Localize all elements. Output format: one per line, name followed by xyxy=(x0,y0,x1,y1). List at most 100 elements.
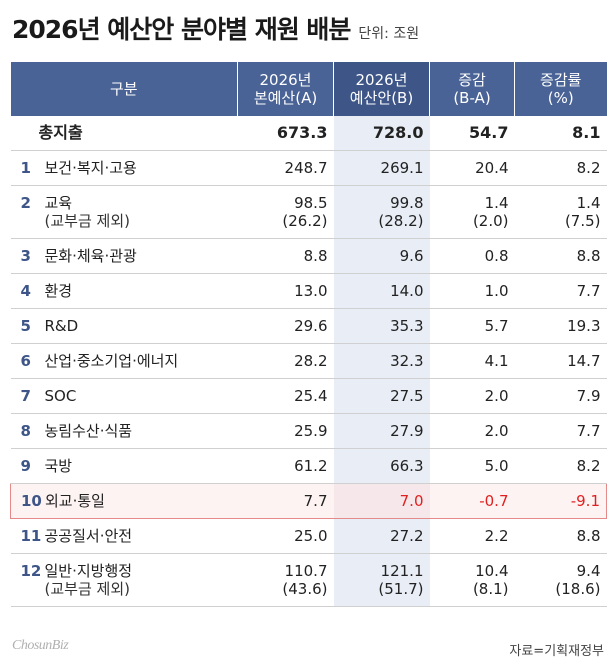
cell-change-value: 10.4 xyxy=(475,562,509,580)
source-note: 자료=기획재정부 xyxy=(509,644,604,659)
row-number: 2 xyxy=(20,194,31,212)
cell-original: 8.8 xyxy=(237,238,334,274)
cell-rate: 8.2 xyxy=(514,150,607,186)
row-name: 10 외교·통일 xyxy=(10,483,238,519)
row-number: 7 xyxy=(20,387,31,405)
cell-original: 248.7 xyxy=(237,150,334,186)
cell-change: 1.0 xyxy=(429,273,515,309)
row-name: 12 일반·지방행정 (교부금 제외) xyxy=(10,553,238,607)
cell-change: 54.7 xyxy=(429,116,515,151)
row-label: 국방 xyxy=(44,457,73,475)
row-number: 1 xyxy=(20,159,31,177)
row-number: 4 xyxy=(20,282,31,300)
cell-proposed: 9.6 xyxy=(333,238,430,274)
cell-rate: 1.4 (7.5) xyxy=(514,185,607,239)
cell-proposed: 27.5 xyxy=(333,378,430,414)
unit-label: 단위: 조원 xyxy=(358,26,420,42)
row-sub-label: (교부금 제외) xyxy=(44,212,130,230)
cell-original: 25.0 xyxy=(237,518,334,554)
cell-rate: 8.8 xyxy=(514,238,607,274)
row-name: 11 공공질서·안전 xyxy=(10,518,238,554)
row-sub-label: (교부금 제외) xyxy=(44,580,130,598)
cell-rate: -9.1 xyxy=(514,483,607,519)
cell-rate-value: 9.4 xyxy=(576,562,601,580)
cell-change-sub-value: (8.1) xyxy=(472,580,509,598)
row-label: 보건·복지·고용 xyxy=(44,159,137,177)
cell-rate: 9.4 (18.6) xyxy=(514,553,607,607)
row-label: 산업·중소기업·에너지 xyxy=(44,352,179,370)
cell-rate: 19.3 xyxy=(514,308,607,344)
cell-proposed-value: 99.8 xyxy=(390,194,424,212)
table-row: 10 외교·통일 7.7 7.0 -0.7 -9.1 xyxy=(10,483,607,519)
cell-proposed-sub-value: (51.7) xyxy=(378,580,424,598)
cell-proposed: 269.1 xyxy=(333,150,430,186)
header-proposed-budget: 2026년 예산안(B) xyxy=(333,62,430,116)
table-row: 2 교육 (교부금 제외) 98.5 (26.2) 99.8 (28.2) 1.4 (2.0) 1… xyxy=(10,185,607,239)
cell-proposed-value: 121.1 xyxy=(380,562,424,580)
row-number: 3 xyxy=(20,247,31,265)
cell-proposed: 7.0 xyxy=(333,483,430,519)
row-name: 3 문화·체육·관광 xyxy=(10,238,238,274)
cell-change: 2.2 xyxy=(429,518,515,554)
cell-original: 110.7 (43.6) xyxy=(237,553,334,607)
row-label: 외교·통일 xyxy=(45,492,105,510)
table-row: 5 R&D 29.6 35.3 5.7 19.3 xyxy=(10,308,607,344)
row-name: 6 산업·중소기업·에너지 xyxy=(10,343,238,379)
cell-change-sub-value: (2.0) xyxy=(472,212,509,230)
chosunbiz-logo: ChosunBiz xyxy=(12,638,69,653)
cell-rate: 7.9 xyxy=(514,378,607,414)
row-label: 일반·지방행정 xyxy=(44,562,133,580)
header-change: 증감 (B-A) xyxy=(429,62,515,116)
cell-original-value: 110.7 xyxy=(284,562,328,580)
cell-rate: 7.7 xyxy=(514,273,607,309)
table-row-total: 총지출 673.3 728.0 54.7 8.1 xyxy=(10,116,607,151)
row-label: 농림수산·식품 xyxy=(44,422,133,440)
header-category: 구분 xyxy=(10,62,238,116)
row-number: 9 xyxy=(20,457,31,475)
cell-rate: 8.2 xyxy=(514,448,607,484)
cell-rate: 8.1 xyxy=(514,116,607,151)
row-name: 4 환경 xyxy=(10,273,238,309)
row-number: 12 xyxy=(20,562,42,580)
cell-change: 5.7 xyxy=(429,308,515,344)
cell-change: 20.4 xyxy=(429,150,515,186)
cell-original: 25.9 xyxy=(237,413,334,449)
cell-proposed: 35.3 xyxy=(333,308,430,344)
row-label: SOC xyxy=(44,387,77,405)
table-row: 4 환경 13.0 14.0 1.0 7.7 xyxy=(10,273,607,309)
table-row: 7 SOC 25.4 27.5 2.0 7.9 xyxy=(10,378,607,414)
cell-proposed: 66.3 xyxy=(333,448,430,484)
row-name: 2 교육 (교부금 제외) xyxy=(10,185,238,239)
cell-change: 4.1 xyxy=(429,343,515,379)
cell-rate: 8.8 xyxy=(514,518,607,554)
row-label: 공공질서·안전 xyxy=(44,527,133,545)
table-header-row: 구분 2026년 본예산(A) 2026년 예산안(B) 증감 (B-A) 증감률 (%… xyxy=(10,62,607,116)
row-number: 11 xyxy=(20,527,42,545)
table-row: 1 보건·복지·고용 248.7 269.1 20.4 8.2 xyxy=(10,150,607,186)
cell-original: 7.7 xyxy=(237,483,334,519)
table-row: 3 문화·체육·관광 8.8 9.6 0.8 8.8 xyxy=(10,238,607,274)
row-name: 7 SOC xyxy=(10,378,238,414)
cell-proposed-sub-value: (28.2) xyxy=(378,212,424,230)
cell-proposed: 99.8 (28.2) xyxy=(333,185,430,239)
cell-rate: 14.7 xyxy=(514,343,607,379)
row-name: 8 농림수산·식품 xyxy=(10,413,238,449)
table-row: 6 산업·중소기업·에너지 28.2 32.3 4.1 14.7 xyxy=(10,343,607,379)
cell-change: 5.0 xyxy=(429,448,515,484)
cell-original-sub-value: (26.2) xyxy=(282,212,328,230)
row-label: 문화·체육·관광 xyxy=(44,247,137,265)
cell-original-sub-value: (43.6) xyxy=(282,580,328,598)
row-number: 6 xyxy=(20,352,31,370)
cell-proposed: 728.0 xyxy=(333,116,430,151)
cell-proposed: 27.9 xyxy=(333,413,430,449)
table-row: 9 국방 61.2 66.3 5.0 8.2 xyxy=(10,448,607,484)
cell-original: 673.3 xyxy=(237,116,334,151)
row-label: R&D xyxy=(44,317,79,335)
cell-original: 29.6 xyxy=(237,308,334,344)
row-label: 환경 xyxy=(44,282,73,300)
cell-proposed: 32.3 xyxy=(333,343,430,379)
row-number: 8 xyxy=(20,422,31,440)
cell-original: 25.4 xyxy=(237,378,334,414)
cell-change: 0.8 xyxy=(429,238,515,274)
cell-change: 2.0 xyxy=(429,413,515,449)
